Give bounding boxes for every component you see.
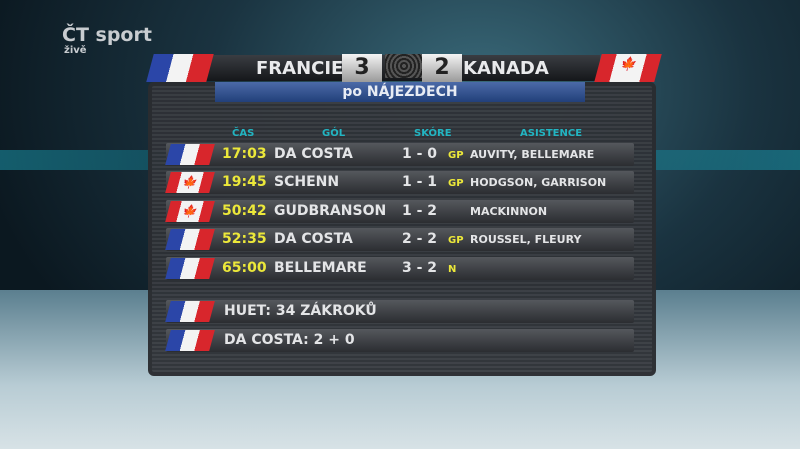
goal-type: GP [448,235,464,246]
france-flag-icon [165,258,215,279]
goal-score: 1 - 0 [402,146,438,162]
column-time: ČAS [232,128,255,139]
channel-logo: ČT sport [62,24,152,46]
live-label: živě [64,45,87,56]
stat-row: HUET: 34 ZÁKROKŮ [165,300,634,323]
result-subtitle: po NÁJEZDECH [215,82,585,102]
france-flag-icon [165,144,215,165]
canada-flag-icon: 🍁 [165,172,215,193]
goal-type: N [448,264,457,275]
goal-type: GP [448,178,464,189]
canada-flag-icon: 🍁 [594,54,662,82]
away-score: 2 [422,54,462,82]
goal-type: GP [448,150,464,161]
column-score: SKÓRE [414,128,452,139]
goal-assists: HODGSON, GARRISON [470,176,607,189]
goal-time: 50:42 [222,203,267,219]
home-score: 3 [342,54,382,82]
goal-scorer: DA COSTA [274,146,353,162]
goal-time: 65:00 [222,260,267,276]
france-flag-icon [165,229,215,250]
goal-row: 65:00 BELLEMARE 3 - 2 N [165,257,634,280]
france-flag-icon [165,301,215,322]
goal-row: 17:03 DA COSTA 1 - 0 GP AUVITY, BELLEMAR… [165,143,634,166]
goal-scorer: SCHENN [274,174,340,190]
goal-score: 3 - 2 [402,260,438,276]
goal-assists: AUVITY, BELLEMARE [470,148,595,161]
france-flag-icon [146,54,214,82]
home-team: FRANCIE [256,58,344,79]
goal-assists: MACKINNON [470,205,548,218]
stat-row: DA COSTA: 2 + 0 [165,329,634,352]
goal-time: 17:03 [222,146,267,162]
goal-score: 1 - 2 [402,203,438,219]
canada-flag-icon: 🍁 [165,201,215,222]
stat-text: DA COSTA: 2 + 0 [224,332,355,348]
column-goal: GÓL [322,128,346,139]
away-team: KANADA [463,58,549,79]
goal-time: 52:35 [222,231,267,247]
goal-score: 1 - 1 [402,174,438,190]
goal-time: 19:45 [222,174,267,190]
goal-scorer: GUDBRANSON [274,203,387,219]
goal-score: 2 - 2 [402,231,438,247]
goal-scorer: BELLEMARE [274,260,367,276]
stat-text: HUET: 34 ZÁKROKŮ [224,303,377,319]
france-flag-icon [165,330,215,351]
column-assists: ASISTENCE [520,128,583,139]
goal-row: 🍁 50:42 GUDBRANSON 1 - 2 MACKINNON [165,200,634,223]
goal-scorer: DA COSTA [274,231,353,247]
goal-row: 52:35 DA COSTA 2 - 2 GP ROUSSEL, FLEURY [165,228,634,251]
goal-assists: ROUSSEL, FLEURY [470,233,582,246]
net-graphic [385,54,423,78]
goal-row: 🍁 19:45 SCHENN 1 - 1 GP HODGSON, GARRISO… [165,171,634,194]
